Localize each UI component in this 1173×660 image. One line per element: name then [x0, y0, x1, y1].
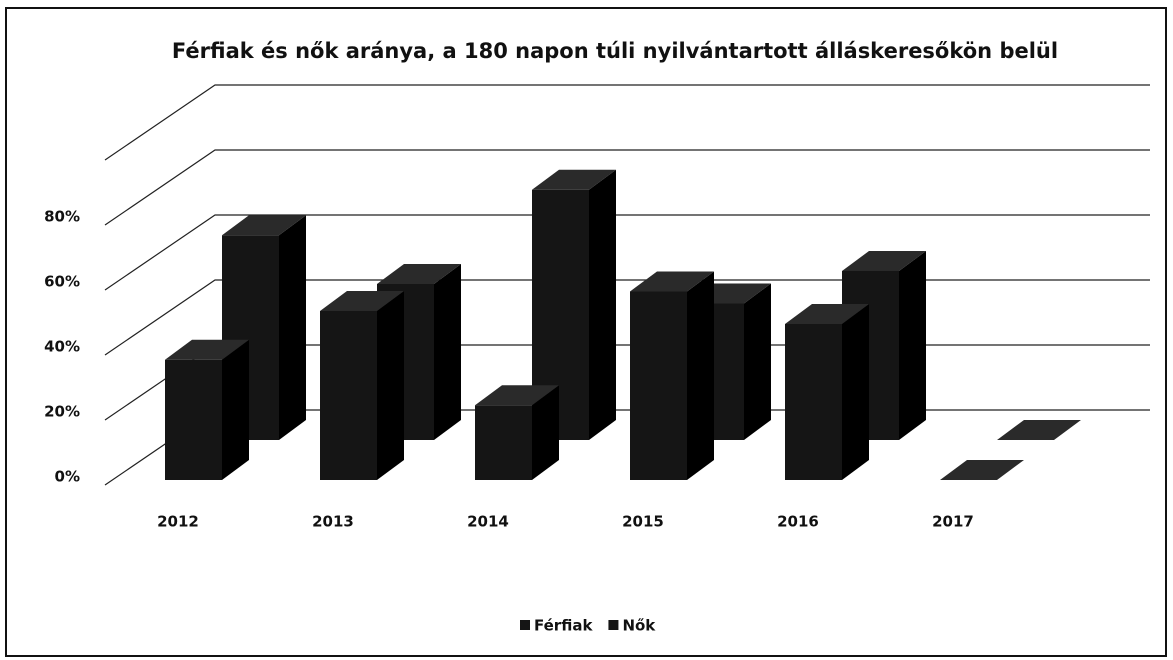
bar-3d	[630, 271, 714, 480]
bar	[165, 359, 222, 480]
bar-top	[997, 420, 1081, 440]
bar-side	[842, 304, 869, 480]
bar-3d	[222, 215, 306, 440]
legend-label: Nők	[622, 617, 656, 635]
bar-side	[744, 283, 771, 440]
legend-swatch	[608, 620, 619, 630]
y-tick-label: 0%	[55, 468, 80, 486]
x-tick-label: 2017	[932, 513, 974, 531]
bar	[320, 311, 377, 480]
bar-3d	[165, 339, 249, 480]
bar-side	[222, 339, 249, 480]
bar-top	[475, 385, 559, 406]
legend-label: Férfiak	[534, 617, 593, 635]
bar-3d	[785, 304, 869, 480]
bar-side	[279, 215, 306, 440]
bar-3d	[475, 385, 559, 480]
grid-line	[104, 149, 1150, 226]
x-tick-label: 2015	[622, 513, 664, 531]
grid-line	[104, 279, 1150, 356]
bar-top	[940, 460, 1024, 480]
x-tick-label: 2014	[467, 513, 509, 531]
bar-side	[434, 264, 461, 440]
grid-line	[104, 214, 1150, 291]
bar	[785, 324, 842, 480]
bar	[630, 291, 687, 480]
y-tick-label: 80%	[44, 208, 80, 226]
bar-3d	[997, 420, 1081, 440]
chart-title: Férfiak és nők aránya, a 180 napon túli …	[172, 39, 1058, 63]
bar-side	[377, 291, 404, 480]
bar-top	[785, 304, 869, 324]
wall-edge	[104, 84, 1150, 161]
bar-side	[687, 271, 714, 480]
bar-top	[165, 339, 249, 360]
bar-top	[842, 251, 926, 271]
bar-top	[532, 169, 616, 190]
y-tick-label: 20%	[44, 403, 80, 421]
bar-top	[630, 271, 714, 292]
bar-side	[589, 169, 616, 440]
bar-top	[222, 215, 306, 236]
bar-top	[320, 291, 404, 311]
legend-swatch	[520, 620, 530, 630]
bar-3d	[940, 460, 1024, 480]
bar-side	[899, 251, 926, 440]
bar-3d	[320, 291, 404, 480]
x-tick-label: 2016	[777, 513, 819, 531]
bar-side	[532, 385, 559, 480]
bar	[475, 405, 532, 480]
y-tick-label: 60%	[44, 273, 80, 291]
x-tick-label: 2013	[312, 513, 354, 531]
y-tick-label: 40%	[44, 338, 80, 356]
x-tick-label: 2012	[157, 513, 199, 531]
bar-top	[377, 264, 461, 284]
